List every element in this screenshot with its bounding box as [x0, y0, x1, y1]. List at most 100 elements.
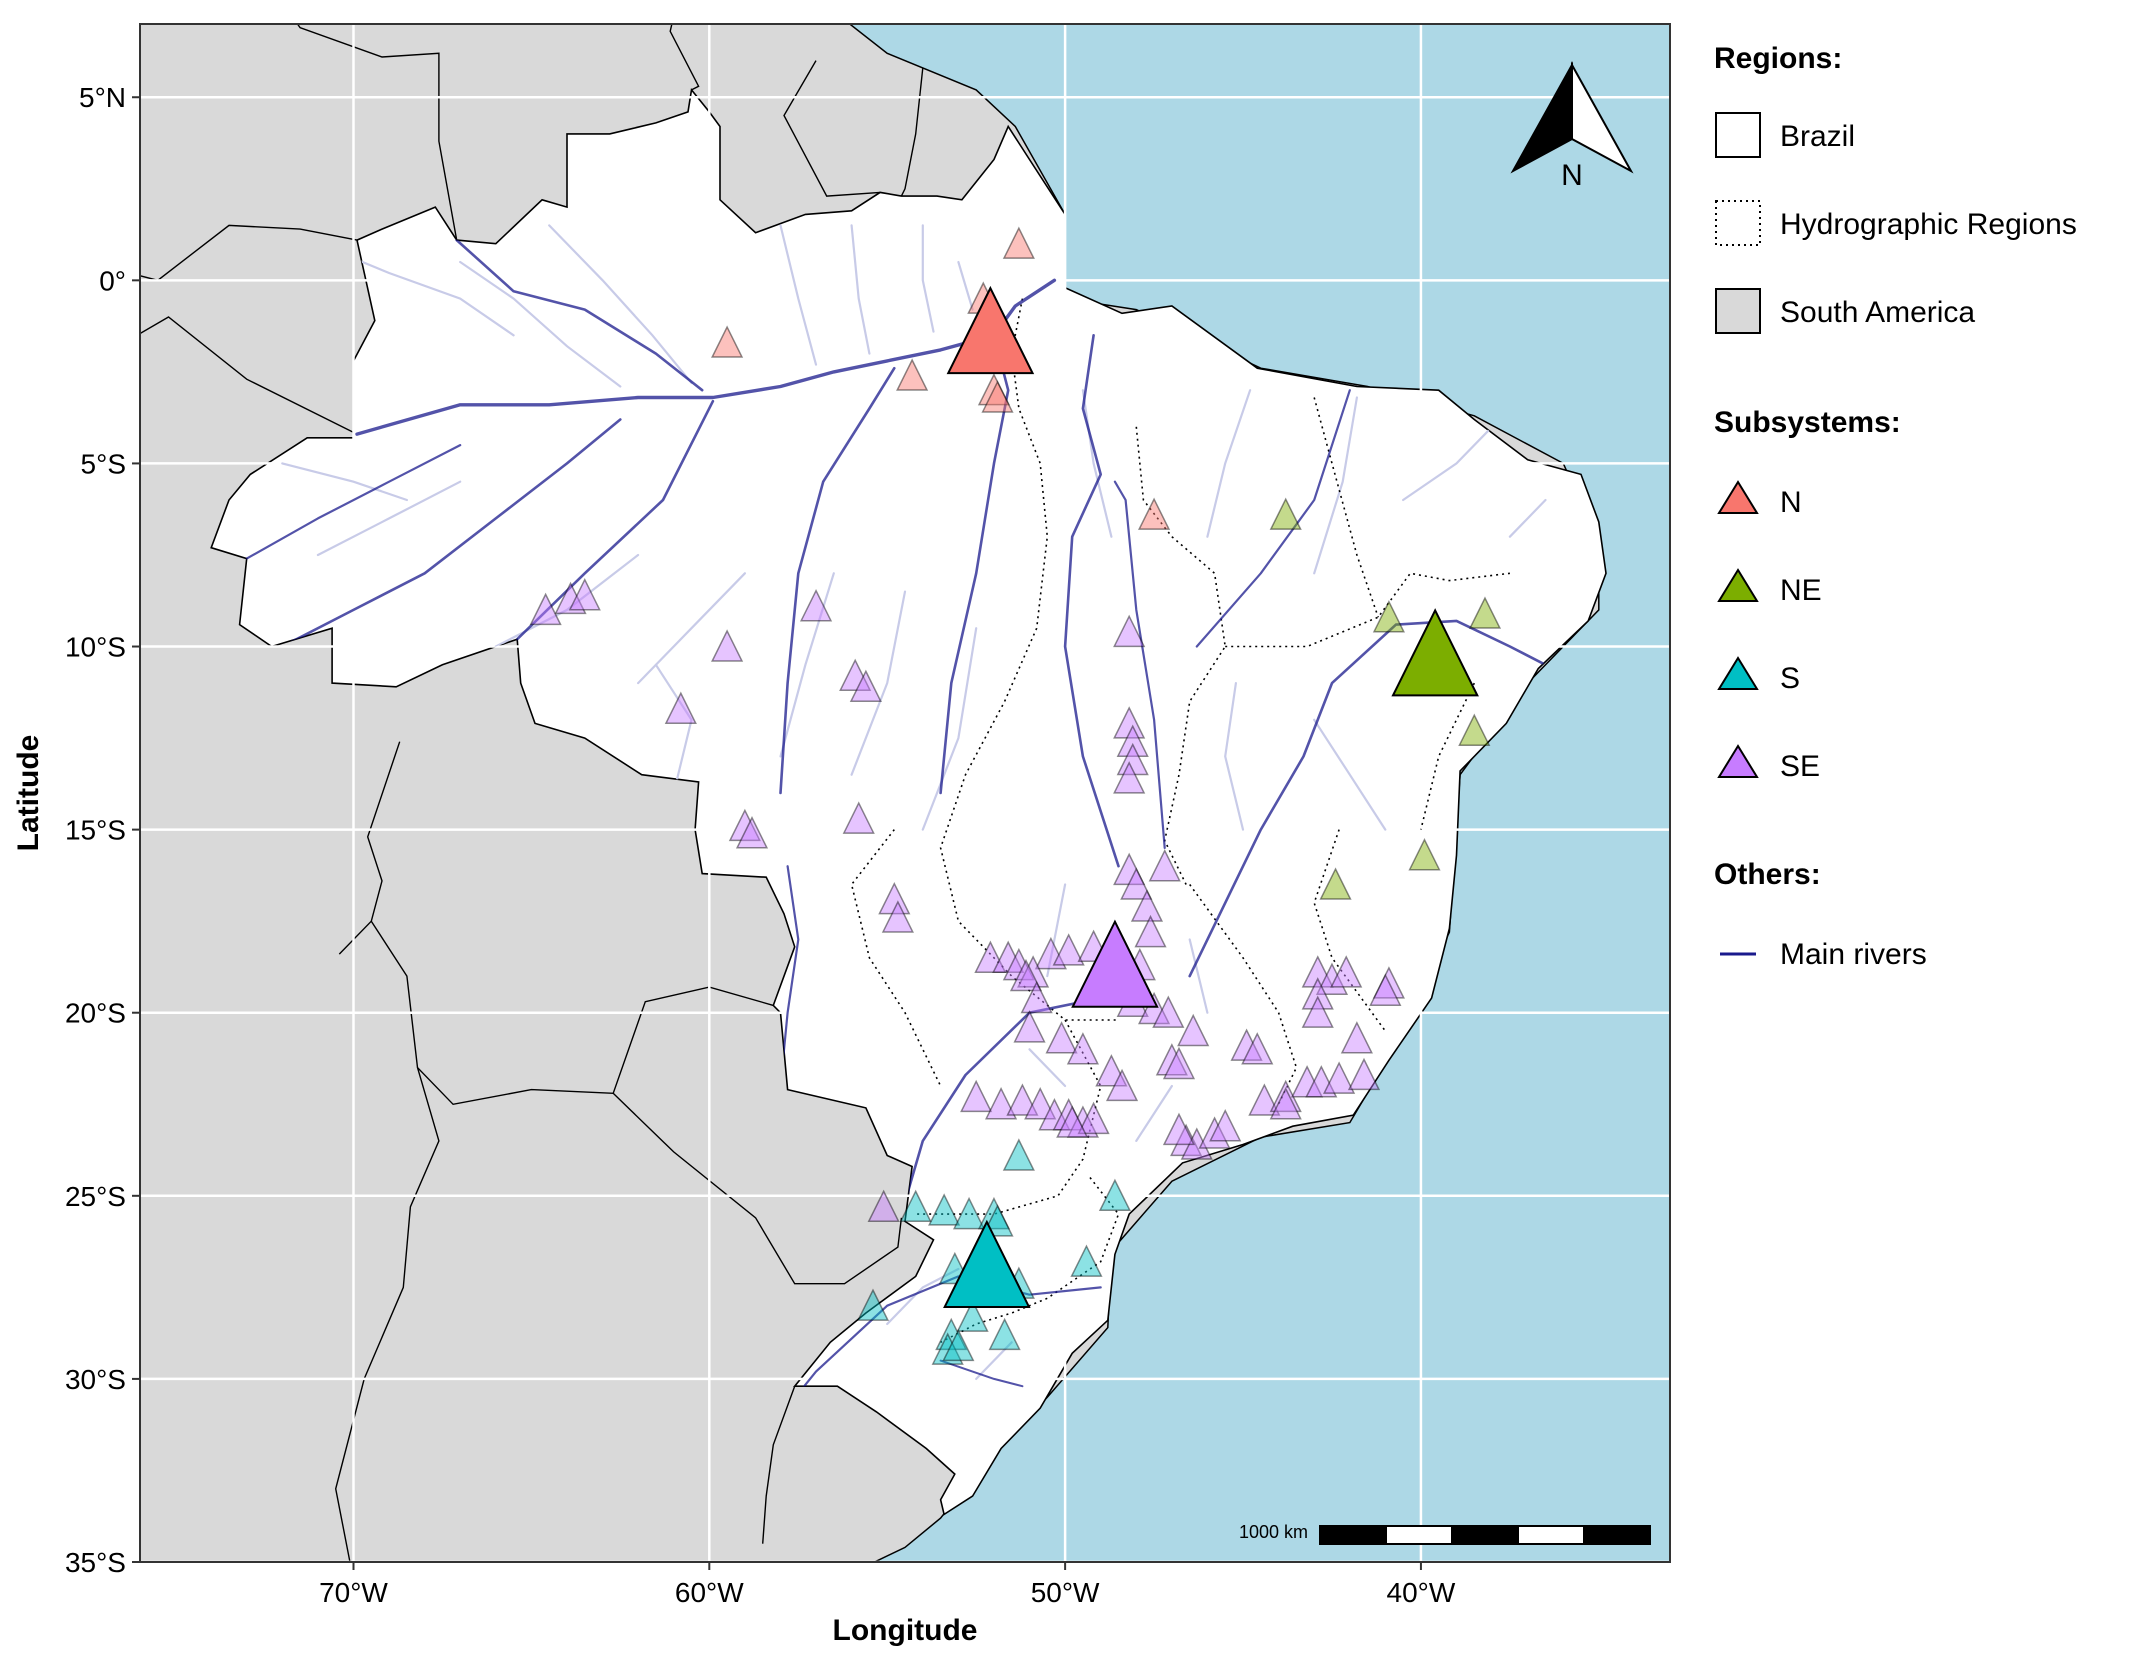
north-arrow-label: N: [1561, 159, 1583, 192]
station-s-8: [1070, 1244, 1103, 1277]
y-tick-label-1: 5°N: [79, 82, 126, 113]
legend-label-se: SE: [1780, 750, 1820, 783]
station-se-3: [568, 578, 601, 611]
scale-bar-label: 1000 km: [1239, 1522, 1308, 1542]
station-se-19: [1113, 852, 1146, 886]
station-n-7: [1137, 497, 1171, 530]
legend-label-s: S: [1780, 662, 1800, 695]
centroid-n: [946, 285, 1035, 375]
station-s-14: [935, 1317, 968, 1351]
map-panel: N 1000 km: [140, 24, 1670, 1562]
station-se-67: [1305, 1065, 1338, 1098]
minor-river-19: [1046, 883, 1067, 978]
x-axis: 70°W 60°W 50°W 40°W: [319, 1562, 1456, 1608]
main-river-7: [939, 334, 1010, 795]
country-border-7: [338, 741, 401, 955]
subsystem-centroids: [943, 285, 1479, 1308]
main-river-3: [281, 418, 622, 648]
station-se-48: [1315, 962, 1349, 995]
station-ne-1: [1269, 497, 1302, 530]
station-se-54: [1340, 1021, 1373, 1054]
main-river-13: [779, 865, 800, 1088]
minor-river-6: [921, 224, 935, 333]
station-s-17: [942, 1328, 975, 1362]
legend-label-brazil: Brazil: [1780, 120, 1855, 153]
centroid-s: [943, 1219, 1031, 1308]
station-se-56: [984, 1087, 1018, 1120]
station-se-45: [1230, 1028, 1263, 1061]
minor-river-16: [1313, 396, 1358, 575]
panel-border: [139, 23, 1671, 1563]
legend-key-se-icon: [1717, 744, 1759, 778]
station-ne-3: [1468, 596, 1502, 629]
station-se-11: [1116, 724, 1149, 757]
minor-river-18: [1508, 498, 1547, 538]
station-se-49: [1330, 955, 1363, 988]
station-se-29: [992, 940, 1025, 973]
station-se-44: [1162, 1046, 1196, 1080]
station-n-4: [896, 358, 929, 391]
scale-bar-seg-4: [1517, 1525, 1585, 1545]
station-n-1: [1002, 226, 1035, 259]
station-se-5: [799, 589, 833, 622]
legend: Regions: Brazil Hydrographic Regions Sou…: [1714, 42, 2077, 971]
station-se-31: [1017, 955, 1050, 988]
minor-river-25: [975, 1341, 1013, 1380]
station-se-24: [1034, 936, 1067, 970]
main-river-4: [245, 444, 462, 560]
station-s-1: [1002, 1138, 1035, 1171]
scale-bar: 1000 km: [1239, 1522, 1651, 1545]
station-s-12: [956, 1299, 989, 1332]
minor-river-15: [1206, 389, 1252, 538]
station-se-51: [1369, 973, 1402, 1006]
hydro-boundary-9: [1313, 829, 1386, 1032]
main-river-5: [515, 399, 715, 641]
scale-bar-seg-2: [1385, 1525, 1453, 1545]
main-river-2: [455, 238, 704, 392]
country-border-1: [296, 24, 458, 241]
station-se-6: [839, 658, 872, 692]
station-se-69: [1347, 1057, 1381, 1091]
minor-river-28: [1081, 389, 1113, 538]
station-se-17: [878, 881, 911, 915]
country-borders: [140, 24, 924, 1562]
station-se-32: [1009, 958, 1043, 992]
station-se-25: [1052, 933, 1085, 966]
centroid-ne: [1391, 608, 1479, 697]
station-se-30: [1002, 947, 1035, 981]
station-se-72: [1180, 1127, 1213, 1160]
station-se-38: [1013, 1010, 1046, 1043]
x-tick-label-3: 50°W: [1031, 1577, 1100, 1608]
y-tick-label-3: 5°S: [81, 448, 126, 479]
station-se-35: [1137, 991, 1171, 1025]
legend-key-hydro-icon: [1715, 200, 1761, 246]
minor-river-21: [1313, 718, 1387, 831]
station-se-50: [1372, 966, 1405, 999]
station-s-7: [1098, 1178, 1132, 1212]
hydro-boundary-6: [850, 829, 942, 1087]
station-se-47: [1301, 955, 1334, 988]
minor-river-20: [1224, 682, 1245, 831]
station-se-70: [1269, 1087, 1302, 1120]
station-se-58: [1024, 1087, 1057, 1120]
minor-river-10: [494, 553, 640, 648]
station-se-63: [1056, 1105, 1089, 1138]
legend-label-n: N: [1780, 486, 1802, 519]
station-se-76: [1162, 1112, 1196, 1146]
station-se-39: [1045, 1021, 1078, 1054]
station-s-4: [952, 1196, 986, 1230]
scale-bar-seg-3: [1451, 1525, 1519, 1545]
station-se-18: [881, 900, 914, 933]
station-se-55: [960, 1079, 993, 1113]
main-river-14: [779, 1275, 1102, 1417]
y-tick-label-7: 25°S: [65, 1181, 126, 1212]
x-tick-label-4: 40°W: [1387, 1577, 1456, 1608]
station-se-20: [1148, 849, 1181, 882]
station-se-22: [1130, 889, 1164, 922]
main-river-11: [1195, 389, 1351, 648]
station-s-16: [988, 1317, 1021, 1351]
minor-river-4: [779, 224, 818, 366]
main-river-9: [1113, 480, 1166, 849]
station-se-68: [1323, 1061, 1356, 1094]
station-se-60: [1052, 1098, 1085, 1131]
